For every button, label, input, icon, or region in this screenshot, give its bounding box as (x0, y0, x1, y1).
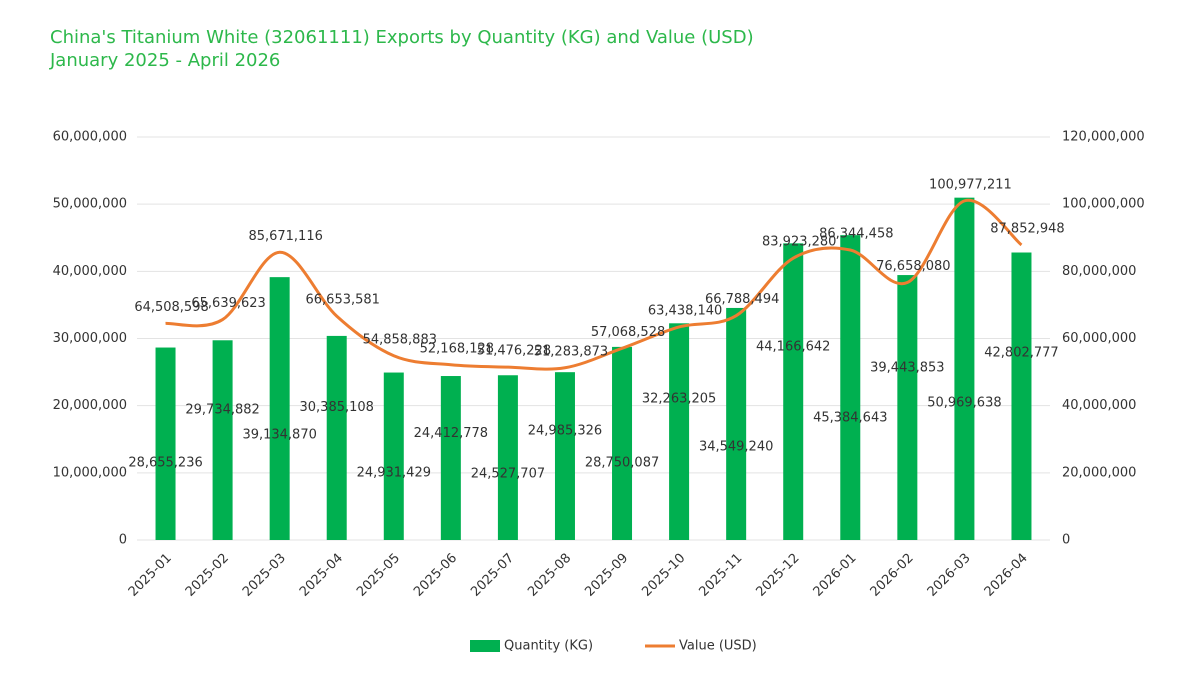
y-tick-label: 50,000,000 (53, 197, 127, 212)
line-value-label: 51,476,228 (477, 344, 551, 359)
x-tick-label: 2025-03 (240, 551, 289, 600)
line-value-label: 64,508,598 (134, 300, 208, 315)
bar-value-label: 39,443,853 (870, 360, 944, 375)
x-tick-label: 2025-05 (354, 551, 403, 600)
y2-tick-label: 100,000,000 (1062, 197, 1145, 212)
bar-value-label: 28,750,087 (585, 455, 659, 470)
line-value-label: 85,671,116 (248, 229, 322, 244)
bar-value-label: 34,549,240 (699, 440, 773, 455)
y2-tick-label: 0 (1062, 533, 1070, 548)
x-tick-label: 2025-01 (126, 551, 175, 600)
x-tick-label: 2026-02 (868, 551, 917, 600)
x-tick-label: 2025-08 (525, 551, 574, 600)
bar (269, 277, 290, 540)
y2-tick-label: 120,000,000 (1062, 130, 1145, 145)
chart-title: China's Titanium White (32061111) Export… (50, 27, 754, 48)
legend-swatch (470, 640, 500, 652)
line-value-label: 100,977,211 (929, 177, 1012, 192)
x-tick-label: 2025-12 (753, 551, 802, 600)
bar-value-label: 44,166,642 (756, 340, 830, 355)
line-value-label: 87,852,948 (990, 221, 1064, 236)
line-value-label: 83,923,280 (762, 235, 836, 250)
bar (554, 372, 575, 540)
y-tick-label: 20,000,000 (53, 398, 127, 413)
x-tick-label: 2025-11 (696, 551, 745, 600)
bar (383, 372, 404, 540)
x-tick-label: 2026-03 (925, 551, 974, 600)
line-value-label: 57,068,528 (591, 325, 665, 340)
bar (1011, 252, 1032, 541)
bar-value-label: 45,384,643 (813, 411, 887, 426)
bar (726, 307, 747, 540)
line-value-label: 54,858,883 (363, 332, 437, 347)
x-tick-label: 2026-04 (982, 551, 1031, 600)
chart-subtitle: January 2025 - April 2026 (49, 50, 280, 71)
x-tick-label: 2025-07 (468, 551, 517, 600)
bar (326, 335, 347, 540)
bar-value-label: 24,931,429 (357, 466, 431, 481)
bar (612, 346, 633, 540)
x-tick-label: 2025-04 (297, 551, 346, 600)
bar (897, 275, 918, 540)
bar-value-label: 28,655,236 (128, 456, 202, 471)
y-tick-label: 40,000,000 (53, 264, 127, 279)
line-value-label: 66,788,494 (705, 292, 779, 307)
y-tick-label: 30,000,000 (53, 331, 127, 346)
line-value-label: 76,658,080 (876, 259, 950, 274)
bar-value-label: 32,263,205 (642, 392, 716, 407)
bar-value-label: 42,802,777 (984, 346, 1058, 361)
line-value-label: 63,438,140 (648, 303, 722, 318)
y2-tick-label: 20,000,000 (1062, 465, 1136, 480)
bar (212, 340, 233, 540)
x-tick-label: 2026-01 (811, 551, 860, 600)
bar (783, 243, 804, 540)
bar (840, 235, 861, 540)
y-tick-label: 0 (119, 533, 127, 548)
bar (954, 197, 975, 540)
bar (497, 375, 518, 540)
x-tick-label: 2025-06 (411, 551, 460, 600)
bar-value-label: 29,734,882 (185, 403, 259, 418)
bar-value-label: 30,385,108 (300, 400, 374, 415)
bar-value-label: 24,527,707 (471, 467, 545, 482)
legend-label: Quantity (KG) (504, 639, 593, 654)
legend-label: Value (USD) (679, 639, 757, 654)
y2-tick-label: 40,000,000 (1062, 398, 1136, 413)
bar (155, 347, 176, 540)
y2-tick-label: 80,000,000 (1062, 264, 1136, 279)
y-tick-label: 10,000,000 (53, 465, 127, 480)
bar-value-label: 24,985,326 (528, 423, 602, 438)
x-tick-label: 2025-02 (183, 551, 232, 600)
bar (440, 376, 461, 540)
line-value-label: 86,344,458 (819, 227, 893, 242)
line (165, 198, 1023, 371)
line-value-label: 66,653,581 (306, 293, 380, 308)
line-value-label: 52,168,128 (420, 341, 494, 356)
bar (669, 323, 690, 540)
line-value-label: 51,283,873 (534, 344, 608, 359)
bar-value-label: 24,412,778 (414, 426, 488, 441)
bar-value-label: 39,134,870 (242, 427, 316, 442)
bar-value-label: 50,969,638 (927, 396, 1001, 411)
x-tick-label: 2025-09 (582, 551, 631, 600)
line-value-label: 65,639,623 (191, 296, 265, 311)
x-tick-label: 2025-10 (639, 551, 688, 600)
y-tick-label: 60,000,000 (53, 130, 127, 145)
y2-tick-label: 60,000,000 (1062, 331, 1136, 346)
